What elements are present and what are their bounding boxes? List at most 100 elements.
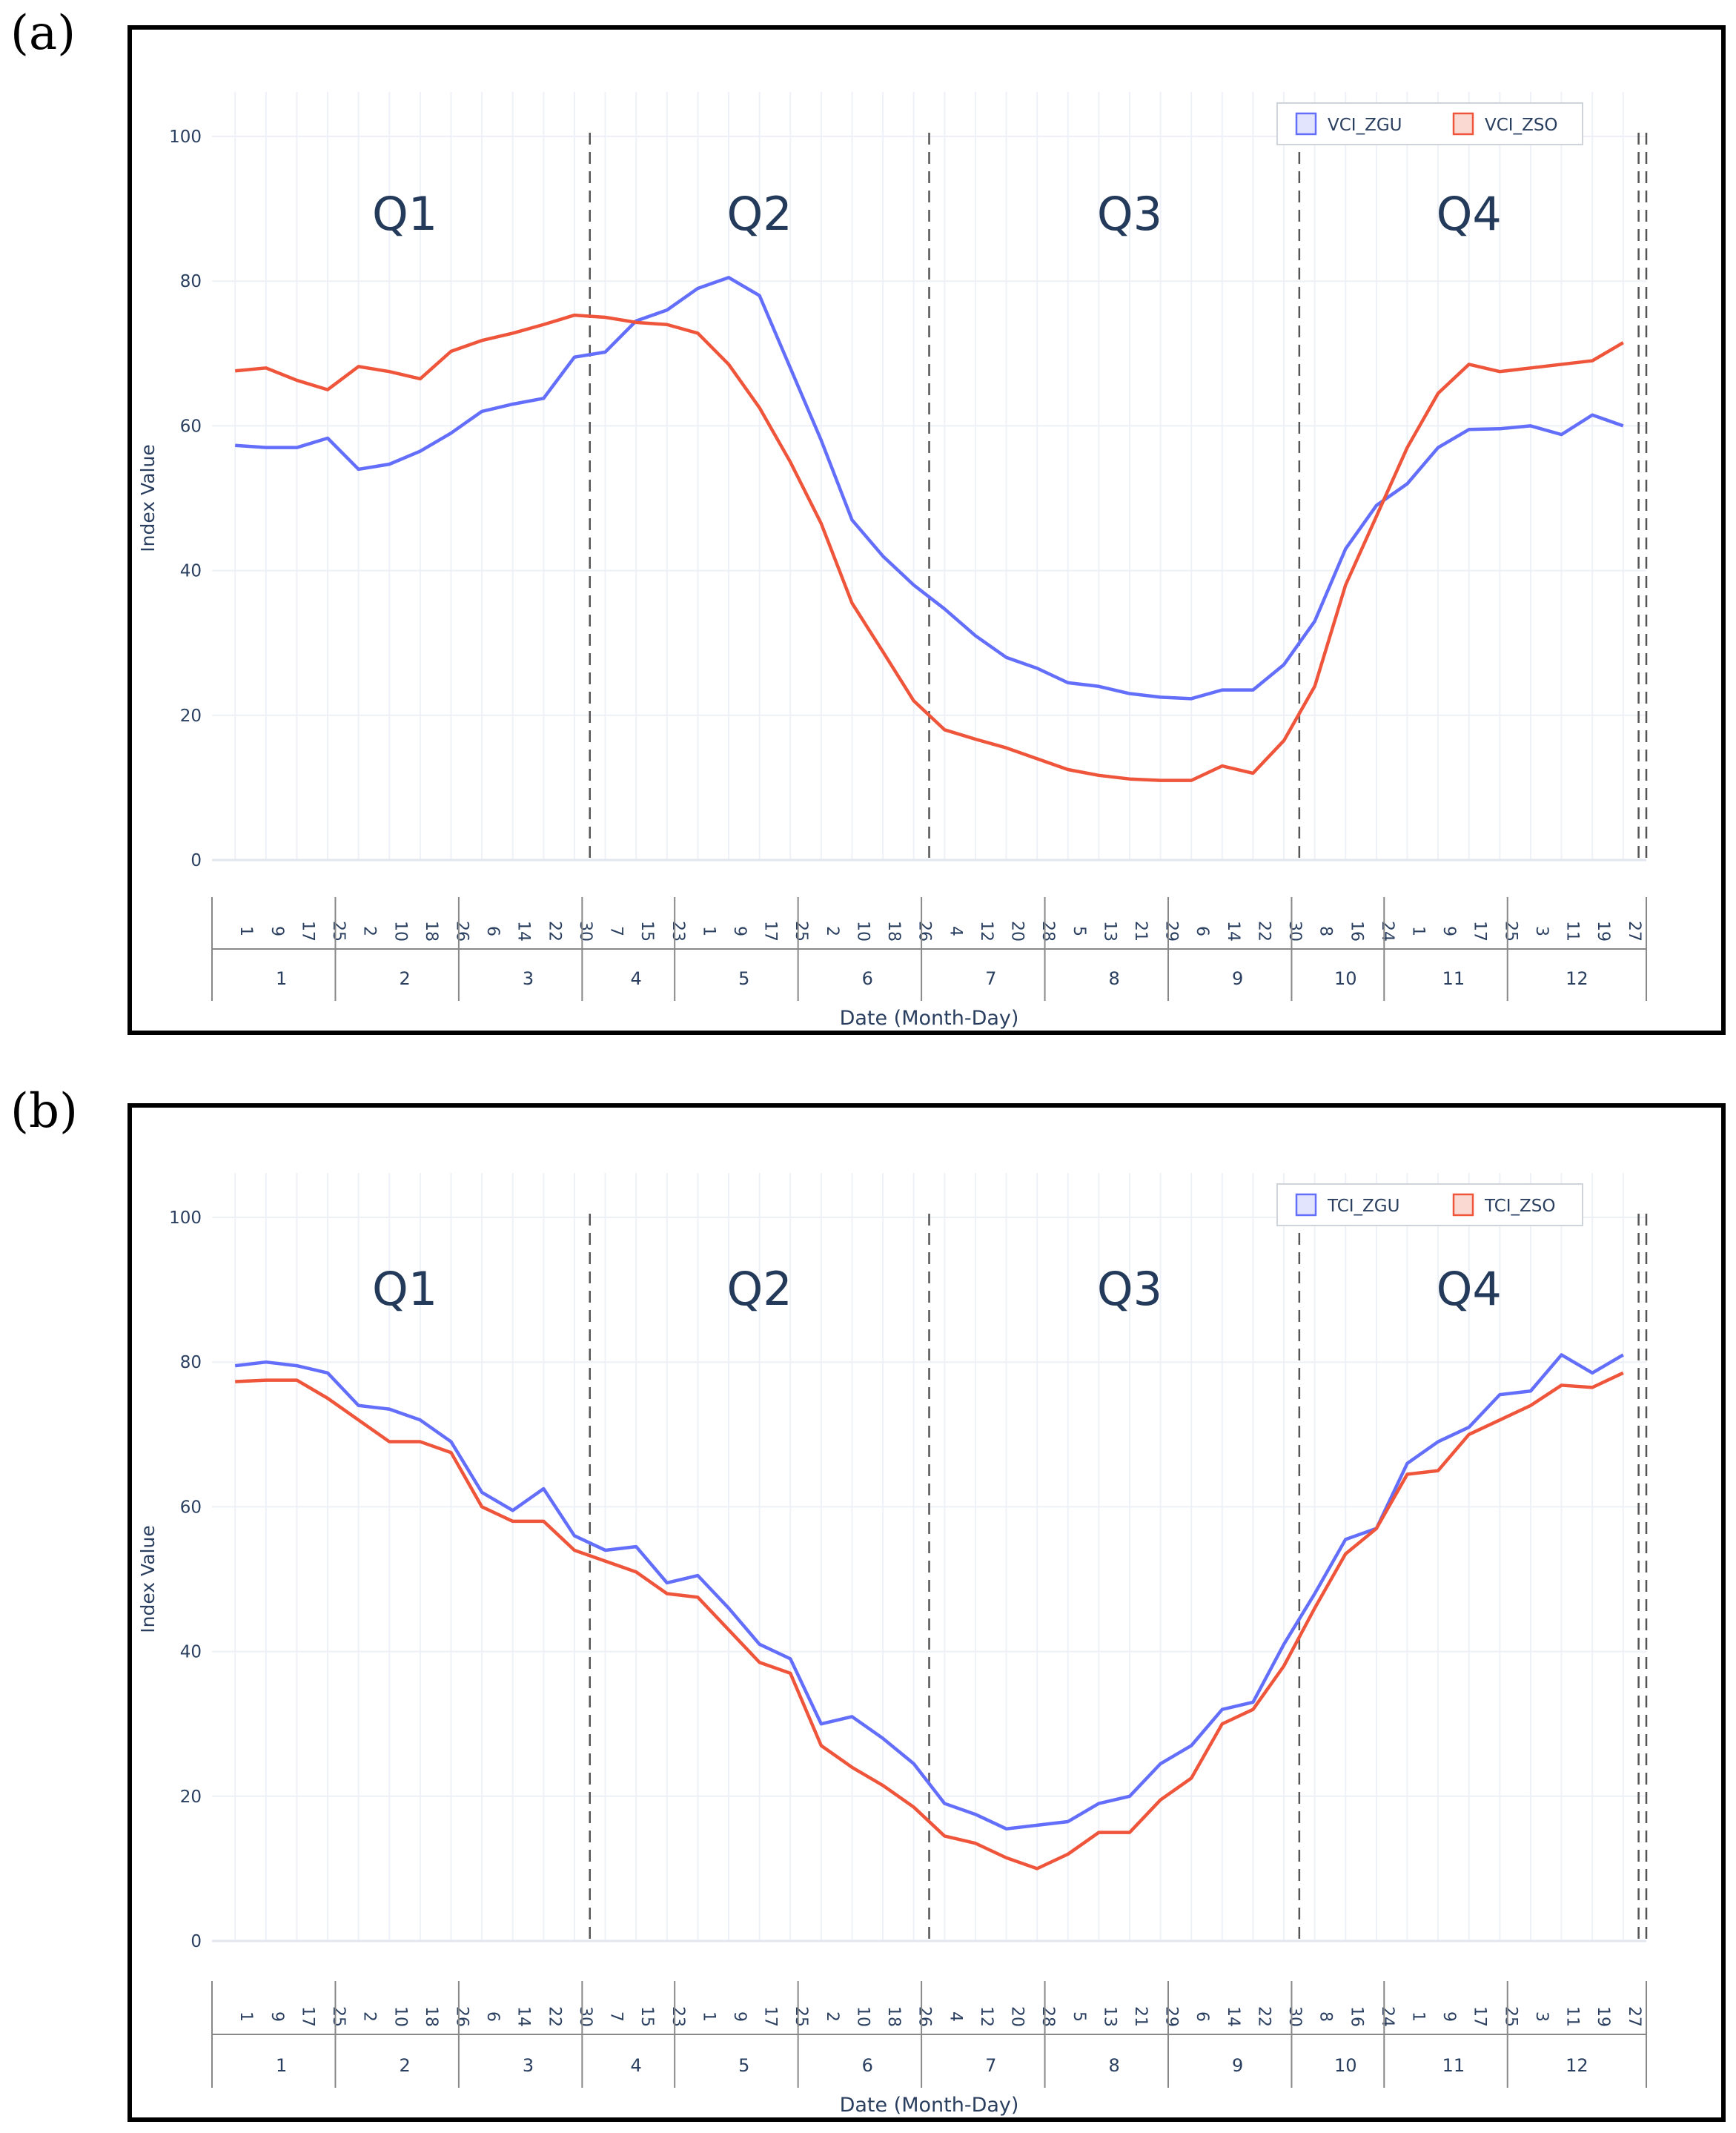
mean-line bbox=[235, 276, 1624, 701]
x-month-label: 2 bbox=[399, 968, 410, 989]
x-day-label: 5 bbox=[1070, 2011, 1088, 2022]
x-month-label: 6 bbox=[862, 2055, 873, 2076]
legend-box bbox=[1276, 102, 1583, 145]
x-month-label: 6 bbox=[862, 968, 873, 989]
quarter-label: Q3 bbox=[1097, 187, 1162, 241]
x-day-label: 29 bbox=[1162, 2006, 1181, 2027]
x-day-label: 27 bbox=[1625, 2006, 1643, 2027]
x-month-label: 4 bbox=[631, 2055, 642, 2076]
x-day-label: 5 bbox=[1070, 926, 1088, 936]
x-day-label: 11 bbox=[1563, 2006, 1582, 2027]
x-day-label: 22 bbox=[1254, 2006, 1273, 2027]
legend-swatch bbox=[1452, 112, 1474, 136]
x-day-label: 23 bbox=[669, 2006, 687, 2027]
x-day-label: 19 bbox=[1594, 2006, 1612, 2027]
x-day-label: 22 bbox=[545, 921, 563, 942]
x-day-label: 11 bbox=[1563, 921, 1582, 942]
y-tick-label: 60 bbox=[180, 1498, 202, 1517]
x-month-label: 1 bbox=[276, 2055, 287, 2076]
y-tick-label: 40 bbox=[180, 1643, 202, 1662]
x-day-label: 30 bbox=[1285, 2006, 1304, 2027]
x-day-label: 17 bbox=[761, 2006, 780, 2027]
chart-panel-a: 0 20 40 60 80 100 Index Value Q1 Q2 Q3 Q4 1 9 17 25 2 10… bbox=[127, 25, 1726, 1035]
x-month-label: 11 bbox=[1442, 968, 1465, 989]
x-day-label: 28 bbox=[1038, 921, 1057, 942]
x-day-label: 21 bbox=[1131, 2006, 1150, 2027]
x-day-label: 1 bbox=[1409, 926, 1428, 936]
x-day-label: 9 bbox=[1440, 926, 1458, 936]
x-day-label: 7 bbox=[607, 926, 626, 936]
x-day-label: 7 bbox=[607, 2011, 626, 2022]
x-day-label: 19 bbox=[1594, 921, 1612, 942]
x-day-label: 28 bbox=[1038, 2006, 1057, 2027]
quarter-label: Q1 bbox=[372, 1262, 437, 1316]
x-day-label: 1 bbox=[236, 2011, 255, 2022]
y-tick-label: 100 bbox=[169, 1208, 202, 1228]
chart-panel-b: 0 20 40 60 80 100 Index Value Q1 Q2 Q3 Q4 1 9 17 25 2 10… bbox=[127, 1103, 1726, 2122]
y-tick-label: 20 bbox=[180, 707, 202, 726]
x-month-label: 9 bbox=[1232, 968, 1243, 989]
legend: TCI_ZGU TCI_ZSO bbox=[1276, 1183, 1583, 1226]
mean-line bbox=[235, 1371, 1624, 1871]
x-day-label: 17 bbox=[1471, 2006, 1489, 2027]
x-day-label: 26 bbox=[915, 921, 934, 942]
x-day-label: 23 bbox=[669, 921, 687, 942]
y-tick-label: 80 bbox=[180, 272, 202, 291]
legend: VCI_ZGU VCI_ZSO bbox=[1276, 102, 1583, 145]
x-day-label: 10 bbox=[391, 2006, 409, 2027]
legend-label: TCI_ZSO bbox=[1484, 1197, 1556, 1216]
y-axis-label: Index Value bbox=[137, 1525, 159, 1633]
x-month-label: 10 bbox=[1334, 968, 1357, 989]
x-day-label: 17 bbox=[1471, 921, 1489, 942]
x-day-label: 26 bbox=[453, 921, 471, 942]
x-axis-label: Date (Month-Day) bbox=[840, 1007, 1019, 1030]
x-month-label: 12 bbox=[1566, 968, 1588, 989]
x-day-label: 12 bbox=[977, 2006, 995, 2027]
x-day-label: 6 bbox=[1193, 926, 1211, 936]
x-month-label: 12 bbox=[1566, 2055, 1588, 2076]
x-day-label: 29 bbox=[1162, 921, 1181, 942]
x-day-label: 15 bbox=[637, 2006, 656, 2027]
x-month-label: 5 bbox=[738, 968, 749, 989]
quarter-label: Q2 bbox=[727, 187, 792, 241]
x-day-label: 9 bbox=[268, 926, 286, 936]
quarter-label: Q1 bbox=[372, 187, 437, 241]
x-day-label: 25 bbox=[792, 921, 810, 942]
x-day-label: 30 bbox=[576, 921, 594, 942]
x-day-label: 25 bbox=[792, 2006, 810, 2027]
x-day-label: 10 bbox=[853, 921, 872, 942]
y-tick-label: 20 bbox=[180, 1788, 202, 1807]
x-month-label: 1 bbox=[276, 968, 287, 989]
x-day-label: 9 bbox=[730, 926, 749, 936]
x-day-label: 2 bbox=[823, 2011, 841, 2022]
x-day-label: 3 bbox=[1532, 926, 1551, 936]
x-day-label: 8 bbox=[1316, 926, 1335, 936]
x-month-label: 3 bbox=[523, 2055, 534, 2076]
x-day-label: 18 bbox=[422, 2006, 440, 2027]
x-month-label: 3 bbox=[523, 968, 534, 989]
x-axis-label: Date (Month-Day) bbox=[840, 2094, 1019, 2117]
x-month-label: 7 bbox=[985, 968, 996, 989]
x-day-label: 25 bbox=[1501, 2006, 1520, 2027]
x-day-label: 25 bbox=[1501, 921, 1520, 942]
vertical-gridlines bbox=[234, 92, 1624, 860]
y-tick-label: 60 bbox=[180, 417, 202, 436]
legend-label: TCI_ZGU bbox=[1327, 1197, 1399, 1216]
x-day-label: 10 bbox=[853, 2006, 872, 2027]
panel-label-a: (a) bbox=[10, 6, 76, 61]
x-day-label: 30 bbox=[1285, 921, 1304, 942]
x-day-label: 20 bbox=[1008, 2006, 1027, 2027]
x-day-label: 17 bbox=[298, 921, 317, 942]
x-day-label: 26 bbox=[915, 2006, 934, 2027]
mean-line bbox=[234, 313, 1624, 782]
x-day-label: 10 bbox=[391, 921, 409, 942]
x-day-label: 16 bbox=[1347, 2006, 1365, 2027]
x-day-label: 22 bbox=[545, 2006, 563, 2027]
x-day-label: 14 bbox=[1224, 2006, 1242, 2027]
x-day-label: 16 bbox=[1347, 921, 1365, 942]
x-day-label: 4 bbox=[946, 926, 964, 936]
quarter-label: Q2 bbox=[727, 1262, 792, 1316]
x-day-label: 4 bbox=[946, 2011, 964, 2022]
x-day-label: 13 bbox=[1100, 2006, 1119, 2027]
